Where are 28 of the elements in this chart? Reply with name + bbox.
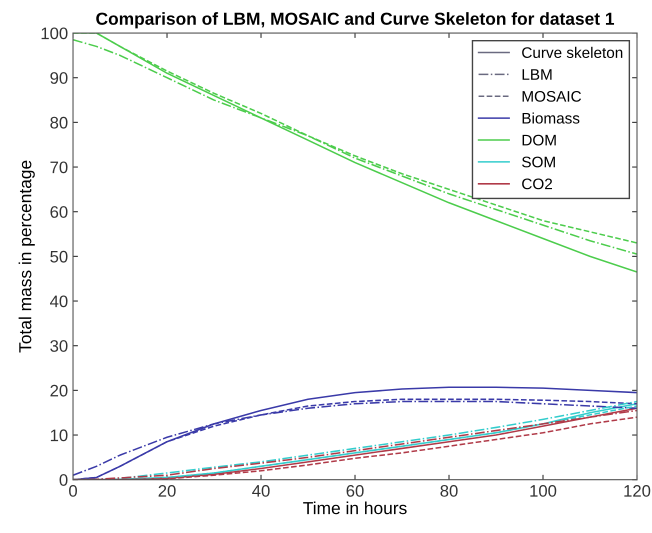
y-tick-label: 30 — [50, 340, 68, 352]
x-tick-label: 40 — [252, 485, 270, 497]
y-tick-label: 0 — [60, 474, 68, 486]
y-tick-label: 10 — [50, 429, 68, 442]
chart-title: Comparison of LBM, MOSAIC and Curve Skeleton for dataset 1 — [96, 12, 614, 28]
y-tick-label: 60 — [50, 206, 68, 218]
y-axis-title: Total mass in percentage — [18, 160, 35, 352]
legend-label: LBM — [522, 69, 552, 80]
legend-label: MOSAIC — [522, 90, 582, 102]
legend-label: Biomass — [522, 112, 580, 124]
y-tick-label: 20 — [50, 384, 68, 397]
x-tick-label: 100 — [530, 485, 556, 497]
legend-label: Curve skeleton — [522, 46, 622, 58]
y-tick-label: 70 — [50, 161, 68, 174]
y-tick-label: 50 — [50, 250, 68, 263]
y-tick-label: 100 — [42, 27, 68, 40]
x-tick-label: 0 — [69, 485, 78, 497]
y-tick-label: 90 — [50, 72, 68, 84]
y-tick-label: 40 — [50, 295, 68, 308]
x-tick-label: 60 — [346, 485, 364, 497]
legend-label: DOM — [522, 134, 556, 146]
legend-label: CO2 — [522, 178, 552, 190]
legend-label: SOM — [522, 156, 555, 168]
y-tick-label: 80 — [50, 116, 68, 129]
x-tick-label: 20 — [158, 485, 176, 497]
x-tick-label: 80 — [440, 485, 458, 497]
x-tick-label: 120 — [624, 485, 650, 497]
x-axis-title: Time in hours — [303, 501, 407, 514]
